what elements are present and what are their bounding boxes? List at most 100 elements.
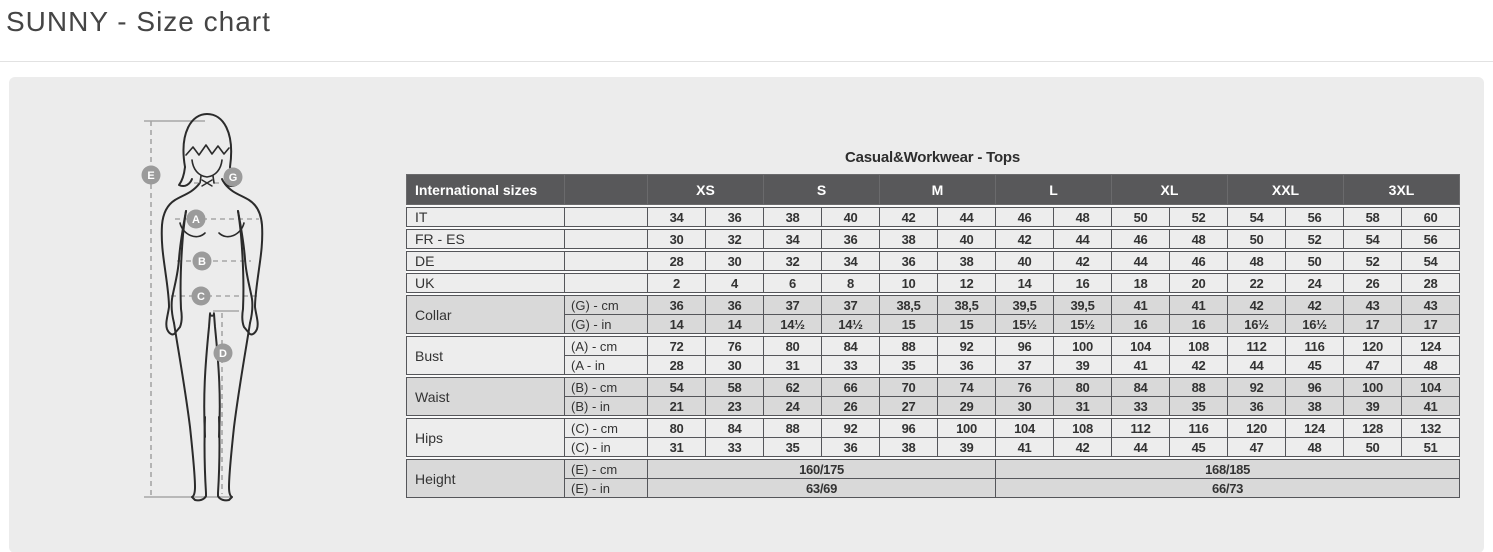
figure-markers: E G A B C D [141,165,243,363]
value-cell: 104 [1111,336,1170,356]
value-cell: 29 [937,396,996,416]
table-row: (B) - in 21 23 24 26 27 29 30 31 33 35 36 38 39 41 [407,396,1460,416]
value-cell: 43 [1343,295,1402,315]
value-cell: 108 [1169,336,1228,356]
value-cell: 124 [1285,418,1344,438]
left-leg-outline [173,322,207,502]
marker-letter: G [229,172,238,184]
value-cell: 41 [1169,295,1228,315]
value-cell: 15½ [995,314,1054,334]
value-cell: 43 [1401,295,1460,315]
value-cell: 39 [937,437,996,457]
header-size-cell: XS [647,174,764,205]
left-arm-outline [160,183,200,336]
value-cell: 16 [1053,273,1112,293]
value-cell: 33 [1111,396,1170,416]
value-cell: 42 [1227,295,1286,315]
value-cell: 42 [995,229,1054,249]
value-cell: 50 [1227,229,1286,249]
value-cell: 96 [879,418,938,438]
value-cell: 54 [647,377,706,397]
value-cell: 47 [1343,355,1402,375]
value-cell: 28 [647,355,706,375]
value-cell: 104 [995,418,1054,438]
value-cell: 31 [1053,396,1112,416]
row-label-cell: Collar [406,295,565,334]
value-cell: 15½ [1053,314,1112,334]
value-cell: 96 [995,336,1054,356]
table-row: (C) - in 31 33 35 36 38 39 41 42 44 45 47 48 50 51 [407,437,1460,457]
row-sublabel-cell: (A) - cm [564,336,648,356]
value-cell: 108 [1053,418,1112,438]
value-cell: 60 [1401,207,1460,227]
value-cell: 42 [1285,295,1344,315]
value-cell: 15 [937,314,996,334]
value-cell: 44 [1227,355,1286,375]
value-cell: 28 [1401,273,1460,293]
table-row: (E) - in 63/69 66/73 [407,478,1461,498]
value-cell: 35 [763,437,822,457]
marker-letter: B [198,256,206,268]
size-chart: Casual&Workwear - Tops International siz… [406,149,1461,498]
row-label-cell: Waist [406,377,565,416]
value-cell: 14½ [763,314,822,334]
table-row: IT 34 36 38 40 42 44 46 48 50 52 54 56 58 60 [406,207,1460,227]
table-row: (G) - in 14 14 14½ 14½ 15 15 15½ 15½ 16 16 16½ 16½ 17… [407,314,1460,334]
table-band-collar: Collar (G) - cm 36 36 37 37 38,5 38,5 39,5 39,5 41… [406,295,1460,334]
value-cell: 116 [1285,336,1344,356]
value-cell: 6 [763,273,822,293]
value-cell: 128 [1343,418,1402,438]
value-cell: 56 [1285,207,1344,227]
value-cell: 46 [1111,229,1170,249]
table-row: DE 28 30 32 34 36 38 40 42 44 46 48 50 52 54 [406,251,1460,271]
body-outline [160,113,264,502]
header-corner-cell: International sizes [406,174,565,205]
value-cell: 26 [821,396,880,416]
value-cell: 38 [937,251,996,271]
table-row: Collar (G) - cm 36 36 37 37 38,5 38,5 39,5 39,5 41… [406,295,1460,334]
row-label-cell: Hips [406,418,565,457]
value-cell: 54 [1401,251,1460,271]
value-cell: 66 [821,377,880,397]
value-cell: 44 [937,207,996,227]
row-label-cell: FR - ES [406,229,565,249]
value-cell: 36 [821,437,880,457]
value-cell: 16 [1111,314,1170,334]
left-inner-leg [203,313,211,438]
table-row: FR - ES 30 32 34 36 38 40 42 44 46 48 50 52 54 56 [406,229,1460,249]
value-cell: 51 [1401,437,1460,457]
value-cell: 92 [937,336,996,356]
header-size-cell: XL [1111,174,1228,205]
value-cell: 80 [647,418,706,438]
header-size-cell: M [879,174,996,205]
value-cell: 2 [647,273,706,293]
right-arm-outline [224,183,264,336]
value-cell: 76 [705,336,764,356]
value-cell: 14½ [821,314,880,334]
value-cell: 36 [705,295,764,315]
value-cell: 84 [821,336,880,356]
value-cell: 31 [647,437,706,457]
body-measurement-figure: E G A B C D [124,87,324,542]
value-cell: 58 [705,377,764,397]
value-cell: 35 [879,355,938,375]
collar-bow-mark [201,179,213,187]
row-sublabel-cell [564,229,648,249]
marker-letter: C [197,291,205,303]
value-cell: 12 [937,273,996,293]
value-cell: 30 [705,355,764,375]
value-cell: 41 [1111,355,1170,375]
row-label-cell: UK [406,273,565,293]
value-cell: 38 [879,437,938,457]
value-cell: 104 [1401,377,1460,397]
header-size-cell: L [995,174,1112,205]
value-cell: 48 [1227,251,1286,271]
value-cell: 32 [763,251,822,271]
span-value-cell: 168/185 [995,459,1461,479]
row-label-cell: DE [406,251,565,271]
row-sublabel-cell: (C) - cm [564,418,648,438]
marker-circle [191,286,211,306]
hair-left-lock [178,166,193,188]
value-cell: 10 [879,273,938,293]
row-sublabel-cell: (B) - cm [564,377,648,397]
